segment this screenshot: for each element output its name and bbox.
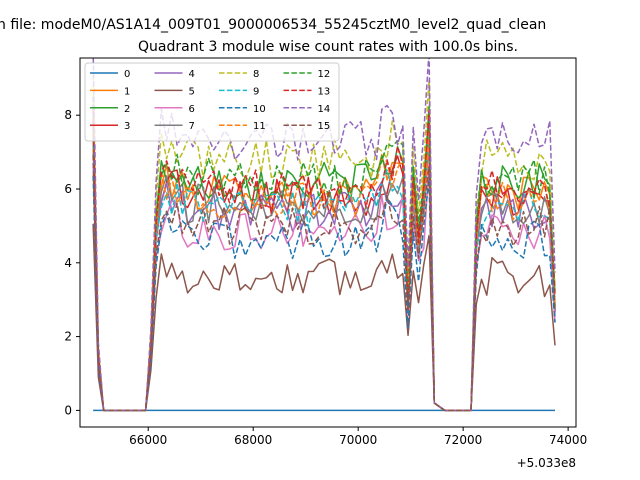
x-tick-label: 74000 <box>549 433 587 447</box>
legend-box <box>84 62 340 142</box>
y-tick-label: 8 <box>64 108 72 122</box>
legend-label-2: 2 <box>124 104 130 115</box>
series-line-2 <box>92 105 556 412</box>
legend-label-6: 6 <box>189 104 195 115</box>
series-line-10 <box>92 175 556 412</box>
series-line-9 <box>92 131 556 412</box>
y-axis: 0 2 4 6 8 <box>64 108 80 417</box>
x-offset-label: +5.033e8 <box>517 456 576 470</box>
x-tick-label: 66000 <box>129 433 167 447</box>
legend-label-10: 10 <box>253 104 266 115</box>
legend-label-3: 3 <box>124 121 130 132</box>
y-tick-label: 6 <box>64 182 72 196</box>
legend-label-9: 9 <box>253 86 259 97</box>
y-tick-label: 0 <box>64 403 72 417</box>
x-axis: 66000 68000 70000 72000 74000 <box>129 427 587 447</box>
y-tick-label: 2 <box>64 330 72 344</box>
series-line-5 <box>92 223 556 412</box>
legend-label-15: 15 <box>318 121 331 132</box>
legend-label-7: 7 <box>189 121 195 132</box>
x-tick-label: 70000 <box>339 433 377 447</box>
series-line-15 <box>92 154 556 412</box>
legend-label-1: 1 <box>124 86 130 97</box>
legend-label-8: 8 <box>253 69 259 80</box>
x-tick-label: 72000 <box>444 433 482 447</box>
series-line-8 <box>92 74 556 412</box>
y-tick-label: 4 <box>64 256 72 270</box>
figure-suptitle: n file: modeM0/AS1A14_009T01_9000006534_… <box>0 17 546 33</box>
x-tick-label: 68000 <box>234 433 272 447</box>
legend-label-12: 12 <box>318 69 331 80</box>
series-line-6 <box>92 161 556 412</box>
legend-label-13: 13 <box>318 86 331 97</box>
legend-label-14: 14 <box>318 104 331 115</box>
legend-label-0: 0 <box>124 69 130 80</box>
legend-label-11: 11 <box>253 121 266 132</box>
legend-label-5: 5 <box>189 86 195 97</box>
legend-label-4: 4 <box>189 69 195 80</box>
series-line-12 <box>92 96 556 412</box>
axes-frame <box>79 57 577 428</box>
chart-title: Quadrant 3 module wise count rates with … <box>138 39 518 55</box>
series-line-13 <box>92 109 556 412</box>
series-line-11 <box>92 124 556 412</box>
